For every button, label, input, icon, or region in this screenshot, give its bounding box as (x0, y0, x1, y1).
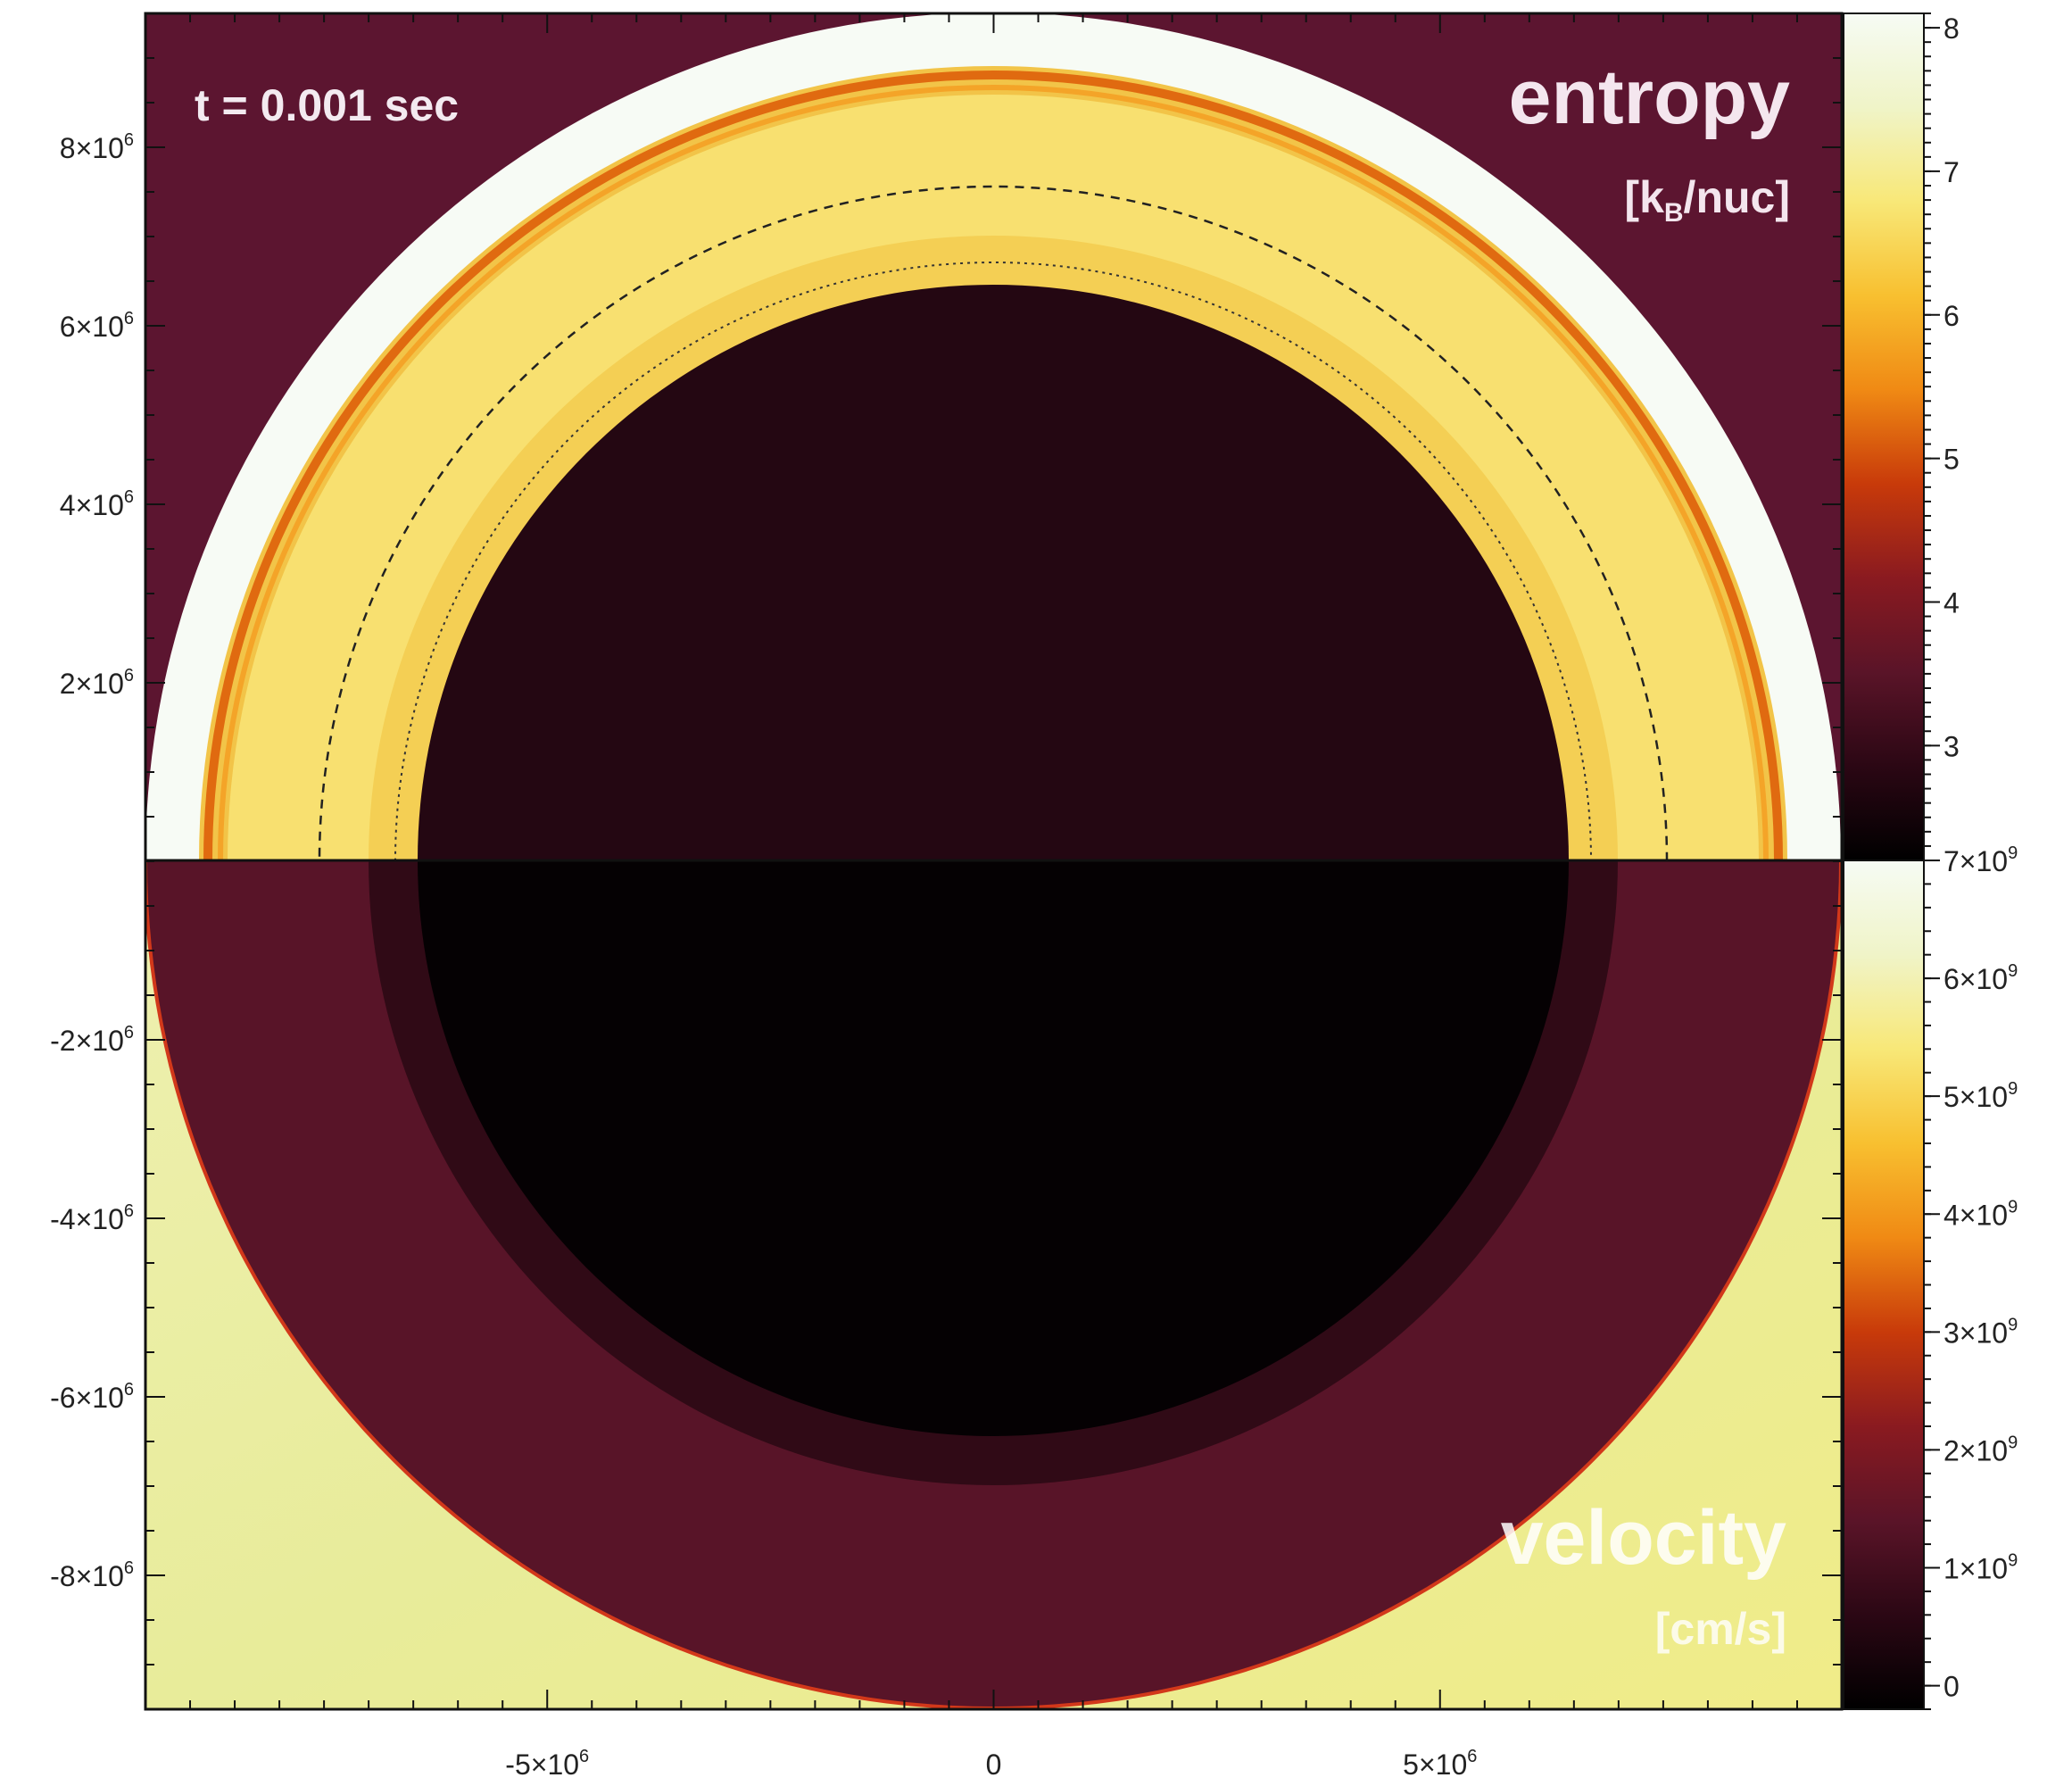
entropy-shock-ring-inner (218, 85, 1769, 860)
velocity-colorbar-label: 6×109 (1944, 961, 2018, 995)
velocity-colorbar-label: 3×109 (1944, 1315, 2018, 1349)
entropy-colorbar-labels: 3 4 5 6 7 8 (1944, 12, 1960, 762)
x-tick-label: 5×106 (1403, 1747, 1477, 1781)
velocity-panel (145, 860, 1842, 1709)
colorbar-ticks (1924, 12, 1940, 1710)
entropy-colorbar-label: 8 (1944, 12, 1960, 45)
entropy-colorbar-label: 4 (1944, 586, 1960, 619)
y-tick-label: -8×106 (50, 1558, 134, 1592)
velocity-core (418, 860, 1569, 1436)
velocity-colorbar-label: 5×109 (1944, 1079, 2018, 1113)
entropy-unit-sub: B (1664, 198, 1684, 228)
entropy-label: entropy (1509, 54, 1791, 140)
entropy-unit-label: [kB/nuc] (1624, 172, 1790, 228)
velocity-colorbar-label: 0 (1944, 1671, 1960, 1703)
velocity-colorbar (1843, 860, 1925, 1710)
entropy-unit-rest: /nuc (1684, 172, 1776, 222)
axis-ticks (145, 13, 1842, 1709)
entropy-colorbar (1843, 12, 1925, 861)
y-tick-label: 6×106 (60, 309, 134, 343)
y-tick-label: -6×106 (50, 1380, 134, 1414)
entropy-panel (145, 13, 1842, 860)
y-tick-label: 4×106 (60, 487, 134, 521)
x-tick-labels: -5×106 0 5×106 (505, 1747, 1477, 1781)
entropy-core (418, 285, 1569, 860)
velocity-colorbar-label: 2×109 (1944, 1433, 2018, 1466)
entropy-colorbar-label: 7 (1944, 156, 1960, 188)
entropy-colorbar-label: 6 (1944, 300, 1960, 332)
velocity-label: velocity (1501, 1495, 1786, 1581)
y-tick-label: -4×106 (50, 1201, 134, 1235)
entropy-shock-ring (203, 71, 1783, 860)
velocity-colorbar-label: 1×109 (1944, 1551, 2018, 1585)
x-tick-label: 0 (986, 1749, 1002, 1781)
time-label: t = 0.001 sec (195, 80, 459, 130)
entropy-colorbar-label: 3 (1944, 730, 1960, 762)
velocity-colorbar-label: 7×109 (1944, 843, 2018, 877)
entropy-unit-base: k (1639, 172, 1664, 222)
velocity-colorbar-label: 4×109 (1944, 1197, 2018, 1231)
y-tick-label: -2×106 (50, 1023, 134, 1057)
y-tick-label: 8×106 (60, 130, 134, 164)
velocity-unit-label: [cm/s] (1655, 1604, 1786, 1654)
x-tick-label: -5×106 (505, 1747, 589, 1781)
y-tick-labels: 8×106 6×106 4×106 2×106 -2×106 -4×106 -6… (50, 130, 134, 1592)
velocity-colorbar-labels: 0 1×109 2×109 3×109 4×109 5×109 6×109 7×… (1944, 843, 2018, 1703)
y-tick-label: 2×106 (60, 666, 134, 700)
entropy-colorbar-label: 5 (1944, 444, 1960, 476)
